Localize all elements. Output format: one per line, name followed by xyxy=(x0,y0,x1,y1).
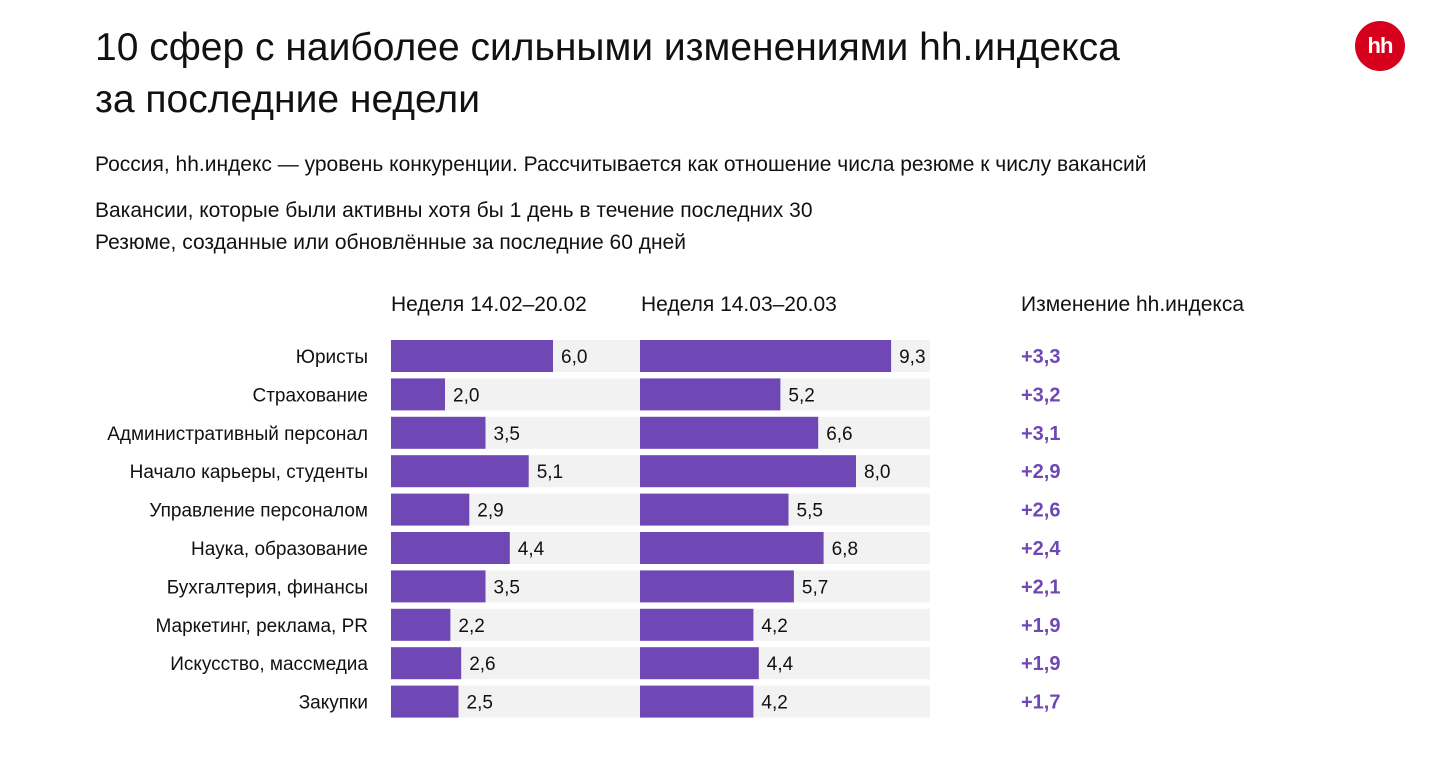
category-label: Начало карьеры, студенты xyxy=(130,462,368,483)
bar-series-2 xyxy=(640,416,819,449)
bar-series-2 xyxy=(640,378,781,411)
change-value: +3,1 xyxy=(1021,423,1060,445)
bar-value-label: 2,9 xyxy=(477,501,503,522)
bar-value-label: 6,0 xyxy=(561,347,587,368)
category-label: Управление персоналом xyxy=(149,501,368,522)
change-value: +3,3 xyxy=(1021,346,1060,368)
category-label: Маркетинг, реклама, PR xyxy=(155,616,368,637)
bar-series-1 xyxy=(391,570,486,603)
category-label: Бухгалтерия, финансы xyxy=(167,577,368,598)
chart-subtitle: Россия, hh.индекс — уровень конкуренции.… xyxy=(95,153,1147,176)
bar-series-1 xyxy=(391,532,510,564)
bar-series-1 xyxy=(391,455,529,488)
bar-series-2 xyxy=(640,608,754,641)
bar-value-label: 2,5 xyxy=(467,693,493,714)
bar-value-label: 8,0 xyxy=(864,462,890,483)
bar-series-1 xyxy=(391,608,451,641)
bar-value-label: 4,4 xyxy=(518,539,545,560)
bar-series-1 xyxy=(391,493,470,526)
category-label: Юристы xyxy=(296,347,368,368)
bar-value-label: 4,2 xyxy=(761,693,787,714)
bar-series-1 xyxy=(391,378,445,411)
bar-value-label: 6,6 xyxy=(826,424,852,445)
change-value: +3,2 xyxy=(1021,384,1060,406)
bar-series-2 xyxy=(640,532,824,564)
category-label: Закупки xyxy=(299,693,368,714)
change-value: +1,7 xyxy=(1021,692,1060,714)
change-value: +2,4 xyxy=(1021,538,1061,560)
bar-value-label: 4,4 xyxy=(767,654,794,675)
bar-series-1 xyxy=(391,416,486,449)
bar-value-label: 5,2 xyxy=(788,385,814,406)
change-value: +2,1 xyxy=(1021,576,1060,598)
category-label: Административный персонал xyxy=(107,424,368,445)
change-value: +1,9 xyxy=(1021,615,1060,637)
bar-series-1 xyxy=(391,647,462,680)
bar-value-label: 2,2 xyxy=(458,616,484,637)
bar-value-label: 5,1 xyxy=(537,462,563,483)
bar-series-2 xyxy=(640,340,892,372)
hh-logo: hh xyxy=(1355,21,1405,71)
bar-series-1 xyxy=(391,685,459,718)
bar-value-label: 2,6 xyxy=(469,654,495,675)
bar-value-label: 9,3 xyxy=(899,347,925,368)
bar-value-label: 3,5 xyxy=(494,424,520,445)
category-label: Страхование xyxy=(252,385,368,406)
change-value: +2,9 xyxy=(1021,461,1060,483)
bar-series-2 xyxy=(640,570,794,603)
change-value: +1,9 xyxy=(1021,653,1060,675)
chart-title-line-1: 10 сфер с наиболее сильными изменениями … xyxy=(95,26,1120,69)
category-label: Наука, образование xyxy=(191,539,368,560)
note-vacancies: Вакансии, которые были активны хотя бы 1… xyxy=(95,199,813,222)
column-header-week-1: Неделя 14.02–20.02 xyxy=(391,293,587,316)
bar-value-label: 3,5 xyxy=(494,577,520,598)
column-header-week-2: Неделя 14.03–20.03 xyxy=(641,293,837,316)
note-resumes: Резюме, созданные или обновлённые за пос… xyxy=(95,231,686,254)
change-value: +2,6 xyxy=(1021,500,1060,522)
bar-series-2 xyxy=(640,455,856,488)
chart-title-line-2: за последние недели xyxy=(95,78,480,121)
bar-value-label: 6,8 xyxy=(832,539,858,560)
chart-title: 10 сфер с наиболее сильными изменениями … xyxy=(95,22,1245,126)
bar-series-2 xyxy=(640,647,759,680)
bar-value-label: 2,0 xyxy=(453,385,479,406)
bar-series-2 xyxy=(640,493,789,526)
bar-value-label: 5,7 xyxy=(802,577,828,598)
column-header-change: Изменение hh.индекса xyxy=(1021,293,1245,316)
bar-series-1 xyxy=(391,340,553,372)
bar-value-label: 5,5 xyxy=(797,501,823,522)
bar-series-2 xyxy=(640,685,754,718)
category-label: Искусство, массмедиа xyxy=(170,654,368,675)
bar-value-label: 4,2 xyxy=(761,616,787,637)
